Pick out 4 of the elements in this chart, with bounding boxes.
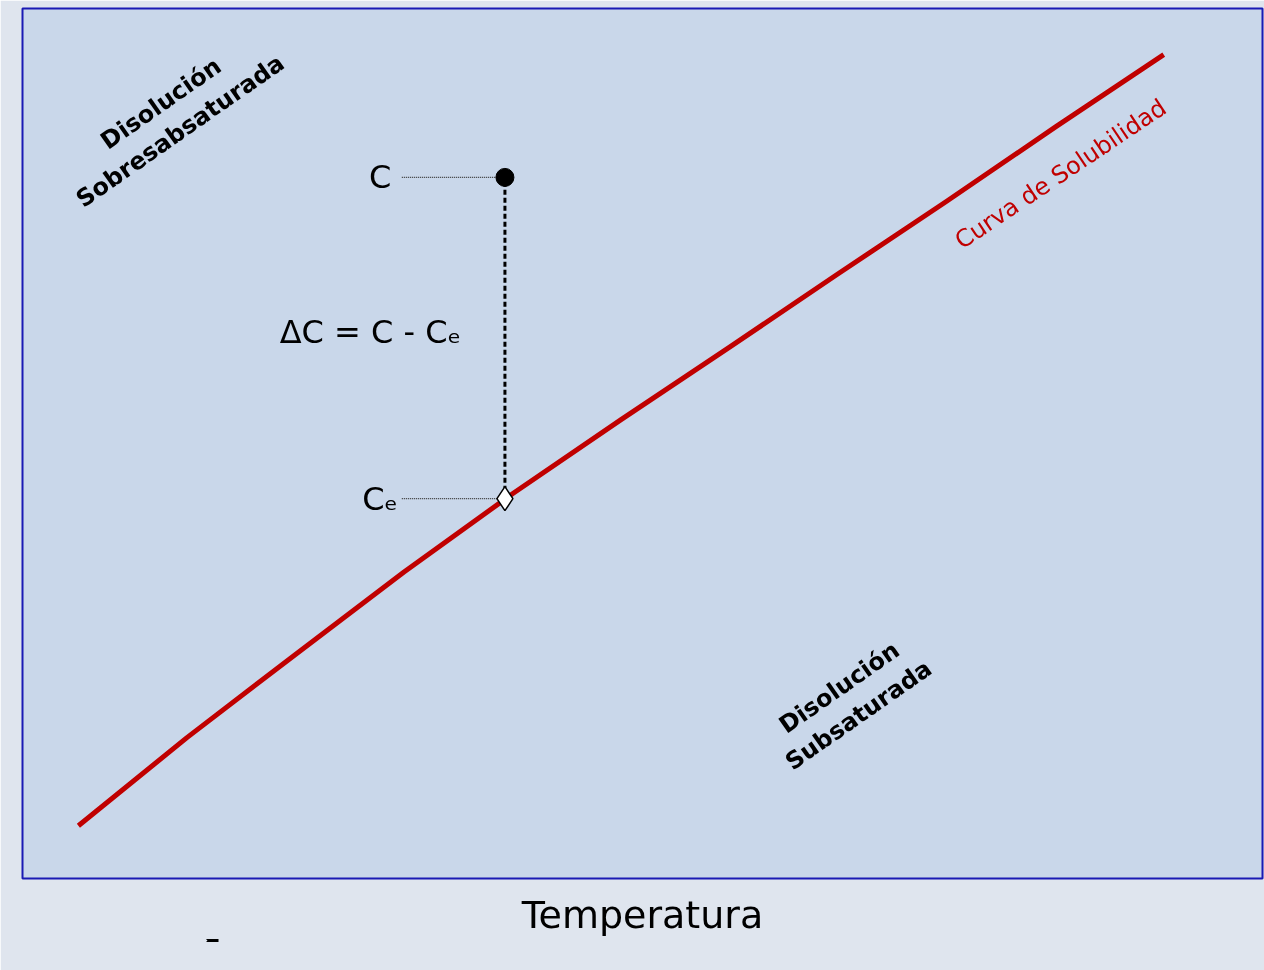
annotation: Cₑ <box>362 479 398 518</box>
x-axis-title: Temperatura <box>520 892 764 937</box>
annotation: ΔC = C - Cₑ <box>279 313 462 352</box>
annotation: C <box>368 158 392 197</box>
